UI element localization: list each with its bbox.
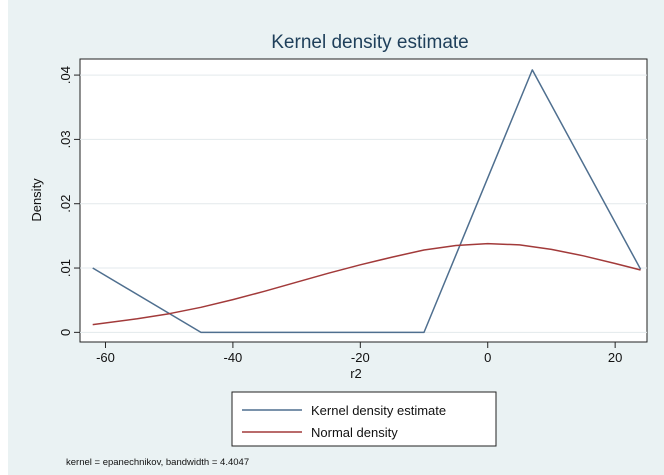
x-tick-label: -20 <box>351 350 370 365</box>
y-axis-title: Density <box>29 178 44 222</box>
legend-label-kernel: Kernel density estimate <box>311 403 446 418</box>
x-tick-label: 20 <box>608 350 622 365</box>
kernel-density-line <box>92 69 642 334</box>
y-tick-label: .03 <box>58 130 73 148</box>
legend-label-normal: Normal density <box>311 425 398 440</box>
left-edge-strip <box>0 0 8 475</box>
normal-density-line <box>92 242 641 326</box>
plot-area <box>79 58 648 343</box>
y-tick-label: 0 <box>58 329 73 336</box>
x-tick-label: -60 <box>96 350 115 365</box>
y-tick-label: .01 <box>58 259 73 277</box>
x-axis-title: r2 <box>350 366 362 381</box>
data-series <box>92 69 642 334</box>
kernel-note: kernel = epanechnikov, bandwidth = 4.404… <box>66 457 249 468</box>
x-tick-label: 0 <box>484 350 491 365</box>
axes: 0 .01 .02 .03 .04 -60 -40 -20 0 20 <box>58 66 622 365</box>
y-tick-label: .04 <box>58 66 73 84</box>
legend-box <box>231 391 497 447</box>
y-tick-label: .02 <box>58 195 73 213</box>
legend: Kernel density estimate Normal density <box>231 391 497 447</box>
chart-title: Kernel density estimate <box>271 32 469 53</box>
x-tick-label: -40 <box>224 350 243 365</box>
